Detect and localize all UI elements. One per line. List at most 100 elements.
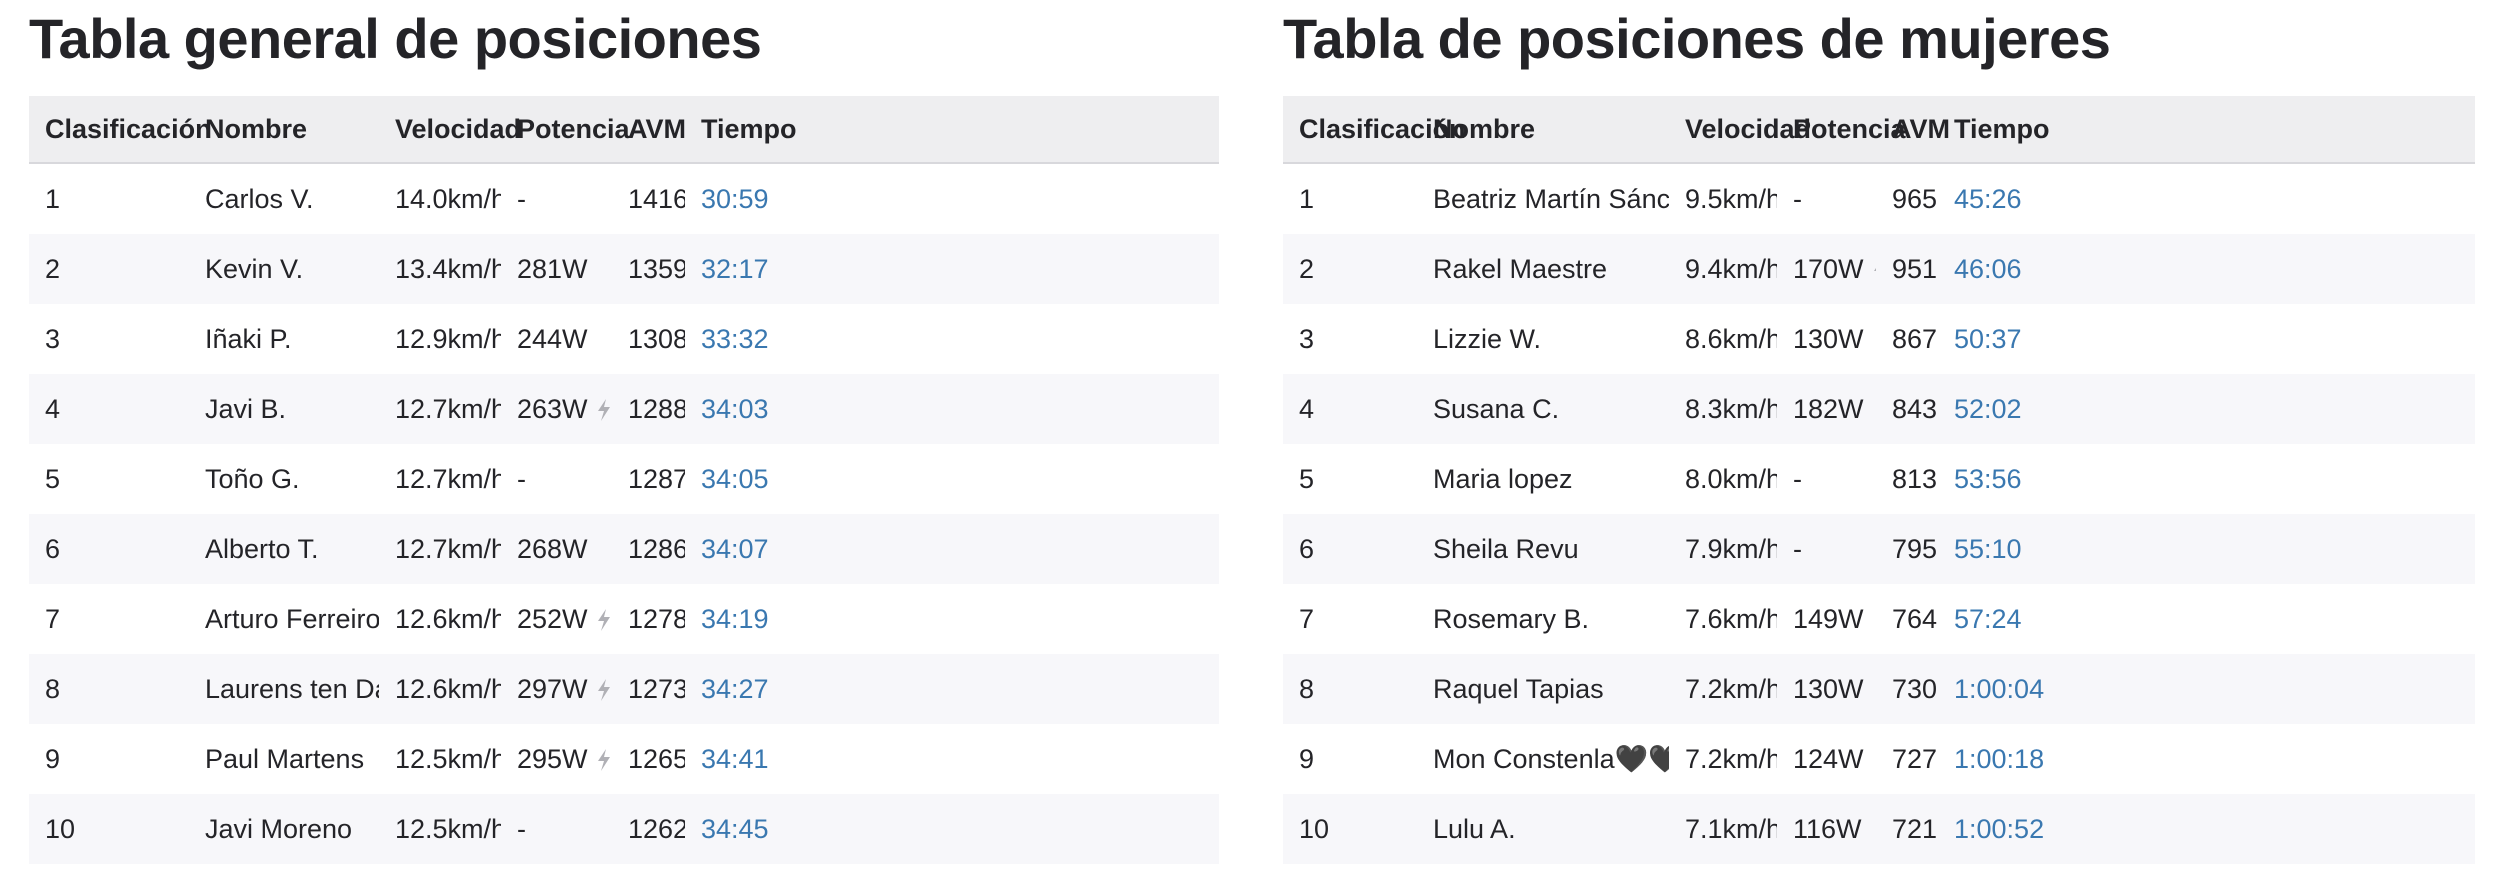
speed-cell: 12.5km/h: [395, 743, 501, 774]
time-cell[interactable]: 30:59: [701, 183, 769, 214]
time-cell[interactable]: 34:19: [701, 603, 769, 634]
speed-cell: 12.7km/h: [395, 463, 501, 494]
avm-cell: 1265: [628, 743, 685, 774]
general-panel: Tabla general de posiciones Clasificación…: [29, 0, 1219, 864]
table-title: Tabla de posiciones de mujeres: [1283, 7, 2111, 70]
speed-cell: 14.0km/h: [395, 183, 501, 214]
power-value: 295W: [517, 743, 588, 774]
column-header[interactable]: Velocidad: [1669, 96, 1811, 164]
speed-cell: 7.9km/h: [1669, 514, 1777, 584]
time-cell[interactable]: 34:27: [685, 654, 1219, 724]
time-cell[interactable]: 52:02: [1938, 374, 2475, 444]
column-header[interactable]: AVM: [612, 96, 686, 164]
name-cell[interactable]: Susana C.: [1417, 374, 1669, 444]
time-cell[interactable]: 33:32: [701, 323, 769, 354]
name-cell[interactable]: Arturo Ferreiro: [205, 603, 379, 634]
name-cell[interactable]: Lizzie W.: [1433, 323, 1542, 354]
power-cell: -: [1793, 183, 1802, 214]
time-cell[interactable]: 1:00:18: [1954, 743, 2045, 774]
time-cell[interactable]: 32:17: [685, 234, 1219, 304]
name-cell[interactable]: Toño G.: [205, 463, 300, 494]
avm-cell: 730: [1876, 654, 1938, 724]
table-row: 2 Rakel Maestre 9.4km/h 170W 951 46:06: [1283, 234, 2475, 304]
avm-cell: 721: [1876, 794, 1938, 864]
avm-cell: 764: [1892, 603, 1938, 634]
speed-cell: 7.2km/h: [1685, 743, 1777, 774]
table-row: 7 Arturo Ferreiro 12.6km/h 252W 1278 34:19: [29, 584, 1219, 654]
rank-cell: 8: [1283, 654, 1417, 724]
name-cell[interactable]: Sheila Revu: [1417, 514, 1669, 584]
column-header[interactable]: Tiempo: [685, 96, 1219, 164]
speed-cell: 8.6km/h: [1685, 323, 1777, 354]
column-header[interactable]: AVM: [1876, 96, 1950, 164]
column-header[interactable]: Nombre: [189, 96, 379, 164]
power-value: 252W: [517, 603, 588, 634]
power-meter-icon: [597, 608, 610, 631]
speed-cell: 13.4km/h: [379, 234, 501, 304]
rank-cell: 4: [29, 374, 189, 444]
power-cell: 244W: [517, 323, 588, 354]
column-header[interactable]: Nombre: [1417, 96, 1669, 164]
name-cell[interactable]: Rosemary B.: [1433, 603, 1590, 634]
column-header[interactable]: Clasificación: [1283, 96, 1466, 164]
name-cell[interactable]: Rakel Maestre: [1417, 234, 1669, 304]
time-cell[interactable]: 46:06: [1938, 234, 2475, 304]
time-cell[interactable]: 34:07: [685, 514, 1219, 584]
name-cell[interactable]: Lulu A.: [1417, 794, 1669, 864]
speed-cell: 12.9km/h: [395, 323, 501, 354]
rank-cell: 3: [1299, 323, 1315, 354]
column-header[interactable]: Velocidad: [379, 96, 521, 164]
name-cell[interactable]: Mon Constenla🖤🖤🖤💙⚔️🛡️: [1433, 744, 1669, 774]
avm-cell: 1416: [628, 183, 685, 214]
column-header[interactable]: Potencia: [1777, 96, 1906, 164]
power-cell: 263W: [501, 374, 612, 444]
time-cell[interactable]: 34:45: [685, 794, 1219, 864]
name-cell[interactable]: Alberto T.: [189, 514, 379, 584]
rank-cell: 3: [45, 323, 61, 354]
time-cell[interactable]: 45:26: [1954, 183, 2022, 214]
rank-cell: 5: [1299, 463, 1315, 494]
column-header[interactable]: Potencia: [501, 96, 630, 164]
name-cell[interactable]: Kevin V.: [189, 234, 379, 304]
name-cell[interactable]: Maria lopez: [1433, 463, 1573, 494]
name-cell[interactable]: Javi B.: [189, 374, 379, 444]
table-row: 9 Paul Martens 12.5km/h 295W 1265 34:41: [29, 724, 1219, 794]
power-cell: 182W: [1777, 374, 1876, 444]
name-cell[interactable]: Raquel Tapias: [1417, 654, 1669, 724]
speed-cell: 12.6km/h: [395, 603, 501, 634]
table-row: 3 Lizzie W. 8.6km/h 130W 867 50:37: [1283, 304, 2475, 374]
rank-cell: 6: [29, 514, 189, 584]
power-value: 263W: [517, 393, 588, 424]
table-row: 6 Sheila Revu 7.9km/h -795 55:10: [1283, 514, 2475, 584]
table-row: 10 Lulu A. 7.1km/h 116W 721 1:00:52: [1283, 794, 2475, 864]
time-cell[interactable]: 1:00:04: [1938, 654, 2475, 724]
column-header[interactable]: Clasificación: [29, 96, 212, 164]
name-cell[interactable]: Carlos V.: [205, 183, 314, 214]
name-cell[interactable]: Laurens ten Dam: [189, 654, 379, 724]
time-cell[interactable]: 34:41: [701, 743, 769, 774]
power-cell: 170W: [1777, 234, 1876, 304]
time-cell[interactable]: 34:03: [685, 374, 1219, 444]
time-cell[interactable]: 57:24: [1954, 603, 2022, 634]
name-cell[interactable]: Javi Moreno: [189, 794, 379, 864]
avm-cell: 727: [1892, 743, 1938, 774]
time-cell[interactable]: 34:05: [701, 463, 769, 494]
name-cell[interactable]: Iñaki P.: [205, 323, 292, 354]
table-row: 10 Javi Moreno 12.5km/h -1262 34:45: [29, 794, 1219, 864]
avm-cell: 1288: [612, 374, 685, 444]
power-meter-icon: [597, 398, 610, 421]
speed-cell: 7.2km/h: [1669, 654, 1777, 724]
time-cell[interactable]: 53:56: [1954, 463, 2022, 494]
time-cell[interactable]: 1:00:52: [1938, 794, 2475, 864]
name-cell[interactable]: Paul Martens: [205, 743, 365, 774]
women-panel: Tabla de posiciones de mujeres Clasificac…: [1283, 0, 2475, 864]
column-header[interactable]: Tiempo: [1938, 96, 2475, 164]
power-cell: 149W: [1793, 603, 1864, 634]
avm-cell: 813: [1892, 463, 1938, 494]
time-cell[interactable]: 50:37: [1954, 323, 2022, 354]
name-cell[interactable]: Beatriz Martín Sánchez: [1433, 183, 1669, 214]
time-cell[interactable]: 55:10: [1938, 514, 2475, 584]
speed-cell: 12.5km/h: [379, 794, 501, 864]
power-cell: 268W: [501, 514, 612, 584]
